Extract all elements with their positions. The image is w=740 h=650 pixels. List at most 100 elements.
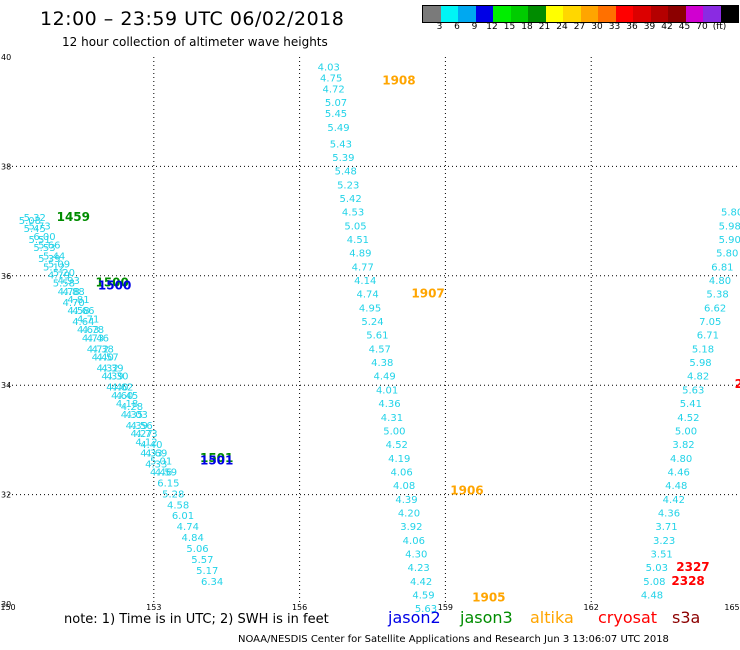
swh-point: 4.28 [121,402,143,413]
time-label: 2328 [671,574,704,588]
swh-point: 4.42 [663,495,685,506]
swh-point: 5.43 [330,139,352,150]
x-tick-label: 159 [438,603,453,612]
colorbar-swatch [703,6,721,22]
swh-point: 4.57 [96,353,118,364]
swh-point: 6.00 [33,232,55,243]
swh-point: 4.95 [359,303,381,314]
colorbar-swatch [668,6,686,22]
swh-point: 3.23 [653,536,675,547]
swh-point: 4.03 [126,410,148,421]
swh-point: 4.39 [395,495,417,506]
swh-point: 5.18 [692,344,714,355]
colorbar-swatch [615,6,633,22]
swh-point: 4.33 [140,448,162,459]
colorbar-label: 3 [436,22,443,32]
swh-point: 4.71 [77,314,99,325]
swh-point: 4.39 [101,364,123,375]
map-subtitle: 12 hour collection of altimeter wave hei… [62,35,328,49]
colorbar-label: (ft) [712,22,727,32]
swh-point: 4.36 [658,508,680,519]
swh-point: 6.01 [172,511,194,522]
swh-point: 4.74 [357,290,379,301]
swh-point: 4.73 [135,429,157,440]
colorbar-swatch [563,6,581,22]
swh-point: 4.30 [106,372,128,383]
legend-altika: altika [530,608,574,627]
colorbar-label: 21 [538,22,551,32]
swh-point: 5.06 [186,544,208,555]
swh-point: 4.48 [641,591,663,602]
swh-point: 3.92 [400,522,422,533]
swh-point: 4.81 [67,295,89,306]
swh-point: 5.98 [689,358,711,369]
swh-point: 5.01 [150,457,172,468]
swh-point: 4.01 [376,385,398,396]
swh-point: 5.03 [646,563,668,574]
y-tick-label: 30 [1,600,11,609]
swh-point: 5.23 [337,180,359,191]
swh-point: 4.52 [677,413,699,424]
y-tick-label: 34 [1,381,11,390]
legend-cryosat: cryosat [598,608,658,627]
time-label: 2327 [676,560,709,574]
swh-point: 5.57 [191,555,213,566]
swh-point: 5.98 [719,221,740,232]
y-tick-label: 38 [1,162,11,171]
colorbar-swatch [633,6,651,22]
colorbar-swatch [458,6,476,22]
swh-point: 5.48 [335,167,357,178]
swh-point: 4.78 [82,325,104,336]
swh-point: 4.36 [378,399,400,410]
swh-point: 4.40 [140,440,162,451]
colorbar-swatch [423,6,441,22]
swh-point: 4.70 [62,298,84,309]
swh-point: 4.27 [131,429,153,440]
colorbar-label: 27 [573,22,586,32]
colorbar-label: 9 [471,22,478,32]
swh-point: 5.45 [325,109,347,120]
swh-point: 4.30 [405,550,427,561]
swh-point: 5.73 [28,221,50,232]
swh-point: 4.12 [135,437,157,448]
swh-point: 3.82 [672,440,694,451]
swh-point: 4.23 [408,563,430,574]
map-title: 12:00 – 23:59 UTC 06/02/2018 [40,8,345,30]
colorbar-swatch [475,6,493,22]
swh-point: 4.45 [116,391,138,402]
swh-point: 5.09 [48,260,70,271]
colorbar-label: 42 [661,22,673,32]
swh-point: 4.93 [58,276,80,287]
swh-point: 6.81 [711,262,733,273]
map-grid [8,57,737,604]
colorbar-swatch [580,6,598,22]
time-label: 1907 [411,287,444,301]
legend-jason3: jason3 [460,608,513,627]
footer-credit: NOAA/NESDIS Center for Satellite Applica… [238,634,669,645]
colorbar-label: 36 [626,22,638,32]
axis-tick-labels: 150 153 156 159 162 165 30 32 34 36 38 40 [0,53,739,612]
time-label: 2 [735,377,740,391]
swh-point: 3.51 [651,550,673,561]
x-tick-label: 153 [146,603,161,612]
swh-point: 4.60 [111,391,133,402]
swh-point: 5.05 [344,221,366,232]
swh-point: 4.35 [121,410,143,421]
swh-point: 4.52 [386,440,408,451]
swh-point: 4.18 [116,399,138,410]
swh-point: 5.20 [53,268,75,279]
swh-point: 5.00 [383,426,405,437]
swh-point: 4.33 [145,459,167,470]
colorbar-label: 18 [521,22,533,32]
swh-point: 4.73 [82,333,104,344]
swh-point: 4.08 [393,481,415,492]
swh-point: 5.45 [24,224,46,235]
swh-point: 5.63 [415,604,437,615]
swh-point: 5.08 [643,577,665,588]
swh-point: 4.72 [322,85,344,96]
time-labels: 1459150015001501150119081907190619052232… [57,73,740,604]
swh-point: 4.06 [403,536,425,547]
swh-point: 5.51 [28,235,50,246]
swh-point: 4.59 [155,467,177,478]
swh-point: 5.32 [24,213,46,224]
